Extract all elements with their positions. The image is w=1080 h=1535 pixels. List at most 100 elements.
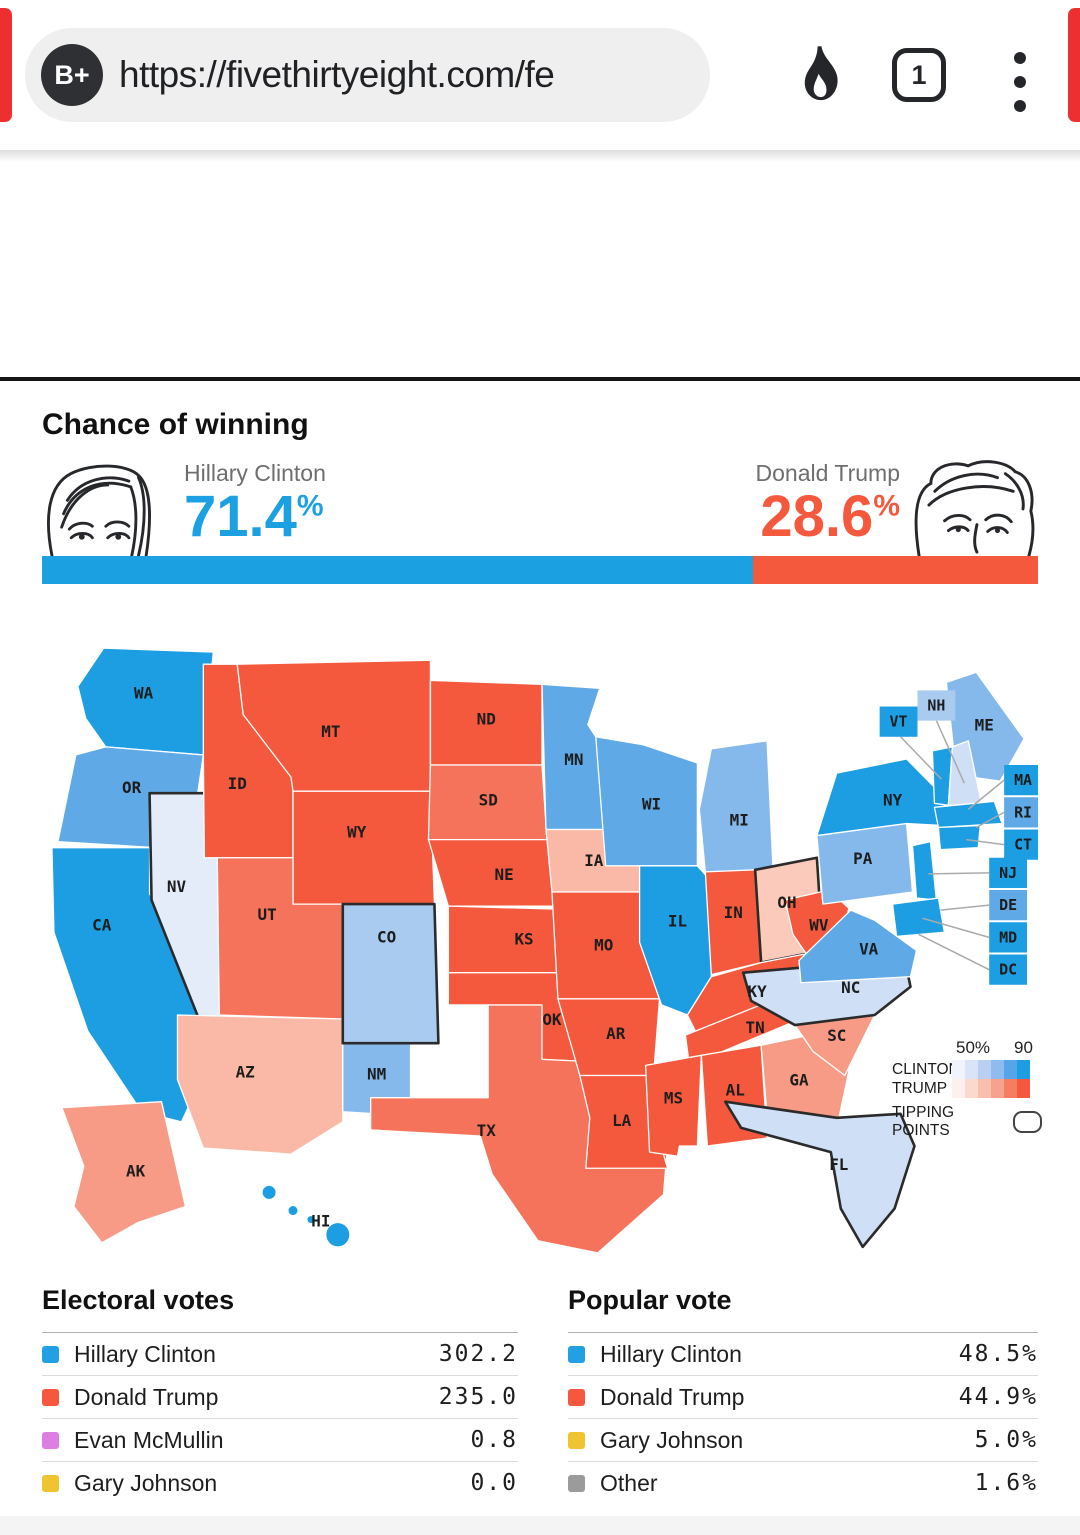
- candidate-value: 302.2: [438, 1341, 518, 1367]
- candidate-swatch: [42, 1388, 59, 1406]
- state-CO[interactable]: [341, 902, 440, 1045]
- leader-line-CT: [966, 838, 1005, 846]
- state-label-CO: CO: [377, 927, 396, 946]
- state-label-KY: KY: [748, 982, 768, 1001]
- state-label-VA: VA: [859, 939, 879, 958]
- state-MDm[interactable]: [891, 897, 946, 938]
- state-box-MD[interactable]: [989, 922, 1028, 953]
- state-label-WA: WA: [134, 683, 154, 702]
- legend-scale: 50% 90: [892, 1038, 1042, 1060]
- state-HI[interactable]: [287, 1205, 299, 1217]
- candidate-swatch: [568, 1474, 585, 1492]
- table-row: Hillary Clinton 48.5%: [568, 1333, 1038, 1376]
- legend-row-trump: TRUMP: [892, 1079, 1042, 1098]
- state-MAm[interactable]: [933, 800, 1003, 829]
- legend-trump-label: TRUMP: [892, 1079, 948, 1097]
- state-label-DC: DC: [999, 961, 1017, 979]
- popular-vote-title: Popular vote: [568, 1285, 732, 1315]
- leader-line-NJ: [928, 872, 990, 875]
- state-VA[interactable]: [798, 909, 918, 984]
- state-label-MI: MI: [730, 810, 749, 829]
- state-box-NJ[interactable]: [989, 857, 1028, 888]
- state-label-DE: DE: [999, 896, 1017, 914]
- url-bar[interactable]: B+ https://fivethirtyeight.com/fe: [25, 28, 710, 122]
- legend-swatch: [952, 1060, 965, 1079]
- state-label-AL: AL: [726, 1081, 745, 1100]
- state-WY[interactable]: [292, 790, 436, 905]
- candidate-name: Evan McMullin: [74, 1426, 224, 1453]
- state-label-AR: AR: [606, 1024, 626, 1043]
- state-label-CT: CT: [1014, 836, 1032, 854]
- flame-icon[interactable]: [795, 44, 847, 106]
- state-NJm[interactable]: [911, 840, 938, 901]
- browser-toolbar: B+ https://fivethirtyeight.com/fe 1: [0, 0, 1080, 150]
- state-label-WI: WI: [642, 794, 661, 813]
- state-label-MD: MD: [999, 928, 1017, 946]
- state-label-OH: OH: [777, 893, 796, 912]
- legend-swatch: [1017, 1079, 1030, 1098]
- tipping-point-icon: [1013, 1111, 1042, 1133]
- clinton-illustration: [36, 460, 166, 558]
- state-box-CT[interactable]: [1004, 829, 1042, 860]
- state-label-OK: OK: [542, 1010, 562, 1029]
- candidate-value: 48.5%: [958, 1341, 1038, 1367]
- state-label-NJ: NJ: [999, 864, 1017, 882]
- state-label-OR: OR: [122, 778, 142, 797]
- menu-button[interactable]: [1014, 52, 1027, 112]
- shields-badge[interactable]: B+: [41, 44, 103, 106]
- state-box-NH[interactable]: [917, 690, 956, 721]
- table-row: Other 1.6%: [568, 1462, 1038, 1504]
- state-CTm[interactable]: [937, 824, 981, 851]
- state-HI[interactable]: [306, 1215, 316, 1225]
- tab-switcher-button[interactable]: 1: [892, 48, 946, 102]
- state-HI[interactable]: [325, 1222, 351, 1248]
- state-AK[interactable]: [61, 1101, 187, 1244]
- table-row: Gary Johnson 0.0: [42, 1462, 518, 1504]
- state-WI[interactable]: [595, 736, 699, 867]
- shields-badge-label: B+: [54, 59, 90, 90]
- state-box-DC[interactable]: [989, 954, 1028, 985]
- state-FL[interactable]: [723, 1100, 916, 1249]
- page-theme-edge-right: [1068, 8, 1080, 122]
- leader-line-NH: [935, 720, 965, 784]
- state-label-FL: FL: [829, 1155, 848, 1174]
- legend-swatch: [978, 1060, 991, 1079]
- leader-line-DC: [918, 933, 990, 971]
- state-AZ[interactable]: [176, 1014, 344, 1155]
- state-box-MA[interactable]: [1004, 765, 1042, 796]
- trump-win-probability: 28.6%: [760, 484, 900, 549]
- table-row: Evan McMullin 0.8: [42, 1419, 518, 1462]
- clinton-win-probability: 71.4%: [184, 484, 324, 549]
- state-label-CA: CA: [92, 915, 112, 934]
- candidate-name: Donald Trump: [74, 1383, 219, 1410]
- state-box-RI[interactable]: [1004, 797, 1042, 828]
- candidate-swatch: [568, 1345, 585, 1363]
- state-HI[interactable]: [261, 1184, 277, 1200]
- state-label-TN: TN: [746, 1018, 765, 1037]
- state-label-ID: ID: [228, 774, 247, 793]
- trump-illustration: [906, 458, 1040, 558]
- state-NY[interactable]: [816, 758, 948, 837]
- table-rule: [42, 1332, 518, 1333]
- table-row: Donald Trump 44.9%: [568, 1376, 1038, 1419]
- legend-swatch: [1004, 1079, 1017, 1098]
- trump-bar-segment: [753, 556, 1038, 584]
- state-label-TX: TX: [477, 1121, 497, 1140]
- state-MI[interactable]: [698, 740, 774, 873]
- candidate-value: 44.9%: [958, 1384, 1038, 1410]
- state-box-VT[interactable]: [879, 706, 918, 737]
- menu-dot: [1014, 52, 1026, 64]
- state-label-IN: IN: [724, 903, 743, 922]
- state-label-IA: IA: [584, 851, 604, 870]
- state-label-AK: AK: [126, 1161, 146, 1180]
- state-box-DE[interactable]: [989, 890, 1028, 921]
- table-rule: [568, 1332, 1038, 1333]
- state-label-NY: NY: [883, 790, 903, 809]
- legend-swatch: [991, 1079, 1004, 1098]
- legend-tipping-label: TIPPING POINTS: [892, 1104, 955, 1139]
- leader-line-MA: [967, 779, 1005, 810]
- candidate-swatch: [42, 1345, 59, 1363]
- trump-summary: Donald Trump 28.6%: [756, 460, 900, 548]
- legend-trump-ramp: [952, 1079, 1030, 1098]
